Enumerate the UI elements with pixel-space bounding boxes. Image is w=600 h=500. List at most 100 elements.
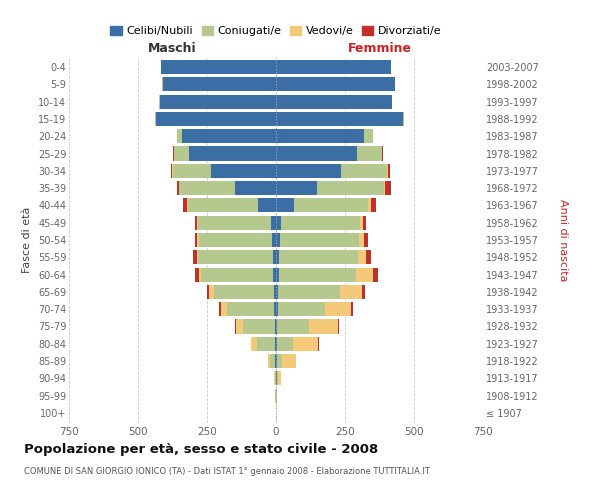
- Bar: [362, 285, 365, 299]
- Bar: [198, 250, 272, 264]
- Bar: [198, 216, 271, 230]
- Bar: [277, 320, 309, 334]
- Bar: [280, 250, 358, 264]
- Bar: [281, 354, 296, 368]
- Bar: [276, 216, 281, 230]
- Bar: [218, 302, 221, 316]
- Bar: [199, 268, 202, 281]
- Bar: [403, 112, 404, 126]
- Bar: [276, 164, 341, 178]
- Bar: [159, 94, 160, 108]
- Bar: [385, 181, 391, 195]
- Bar: [275, 336, 276, 351]
- Bar: [276, 320, 277, 334]
- Bar: [276, 60, 391, 74]
- Bar: [195, 268, 199, 281]
- Bar: [251, 336, 257, 351]
- Bar: [173, 164, 211, 178]
- Bar: [227, 302, 274, 316]
- Bar: [358, 146, 382, 160]
- Bar: [276, 198, 294, 212]
- Bar: [174, 146, 189, 160]
- Bar: [275, 372, 276, 386]
- Legend: Celibi/Nubili, Coniugati/e, Vedovi/e, Divorziati/e: Celibi/Nubili, Coniugati/e, Vedovi/e, Di…: [106, 21, 446, 40]
- Bar: [235, 320, 236, 334]
- Bar: [236, 320, 243, 334]
- Bar: [359, 216, 363, 230]
- Bar: [350, 302, 353, 316]
- Bar: [276, 268, 279, 281]
- Bar: [338, 320, 340, 334]
- Bar: [276, 250, 280, 264]
- Bar: [211, 164, 276, 178]
- Bar: [214, 285, 274, 299]
- Bar: [363, 216, 366, 230]
- Bar: [371, 198, 376, 212]
- Bar: [207, 285, 209, 299]
- Bar: [199, 233, 272, 247]
- Bar: [309, 320, 338, 334]
- Bar: [276, 302, 278, 316]
- Bar: [368, 198, 371, 212]
- Bar: [358, 250, 366, 264]
- Bar: [278, 372, 281, 386]
- Text: Femmine: Femmine: [347, 42, 412, 55]
- Bar: [197, 233, 199, 247]
- Bar: [276, 112, 403, 126]
- Bar: [277, 336, 293, 351]
- Bar: [276, 94, 392, 108]
- Bar: [275, 320, 276, 334]
- Bar: [276, 146, 358, 160]
- Bar: [197, 250, 198, 264]
- Y-axis label: Fasce di età: Fasce di età: [22, 207, 32, 273]
- Bar: [293, 336, 318, 351]
- Bar: [276, 336, 277, 351]
- Bar: [366, 250, 371, 264]
- Bar: [388, 164, 390, 178]
- Bar: [278, 302, 325, 316]
- Bar: [271, 216, 276, 230]
- Text: Popolazione per età, sesso e stato civile - 2008: Popolazione per età, sesso e stato civil…: [24, 442, 378, 456]
- Bar: [272, 233, 276, 247]
- Bar: [257, 336, 275, 351]
- Bar: [183, 198, 187, 212]
- Bar: [194, 233, 197, 247]
- Bar: [179, 181, 235, 195]
- Bar: [274, 302, 276, 316]
- Bar: [274, 285, 276, 299]
- Bar: [277, 354, 281, 368]
- Bar: [182, 129, 276, 144]
- Bar: [155, 112, 156, 126]
- Bar: [356, 268, 373, 281]
- Bar: [258, 198, 276, 212]
- Text: Maschi: Maschi: [148, 42, 197, 55]
- Bar: [276, 77, 395, 92]
- Bar: [176, 129, 182, 144]
- Bar: [188, 198, 258, 212]
- Bar: [272, 250, 276, 264]
- Bar: [278, 285, 340, 299]
- Bar: [189, 146, 276, 160]
- Bar: [276, 285, 278, 299]
- Bar: [359, 233, 364, 247]
- Bar: [243, 320, 275, 334]
- Bar: [176, 181, 179, 195]
- Bar: [281, 216, 359, 230]
- Bar: [161, 60, 276, 74]
- Bar: [279, 268, 356, 281]
- Bar: [273, 268, 276, 281]
- Bar: [318, 336, 319, 351]
- Bar: [340, 285, 362, 299]
- Bar: [163, 77, 276, 92]
- Bar: [171, 164, 172, 178]
- Bar: [270, 354, 275, 368]
- Bar: [209, 285, 214, 299]
- Bar: [221, 302, 227, 316]
- Bar: [341, 164, 387, 178]
- Bar: [364, 129, 373, 144]
- Y-axis label: Anni di nascita: Anni di nascita: [558, 198, 568, 281]
- Bar: [294, 198, 368, 212]
- Bar: [268, 354, 270, 368]
- Bar: [383, 181, 385, 195]
- Bar: [276, 129, 364, 144]
